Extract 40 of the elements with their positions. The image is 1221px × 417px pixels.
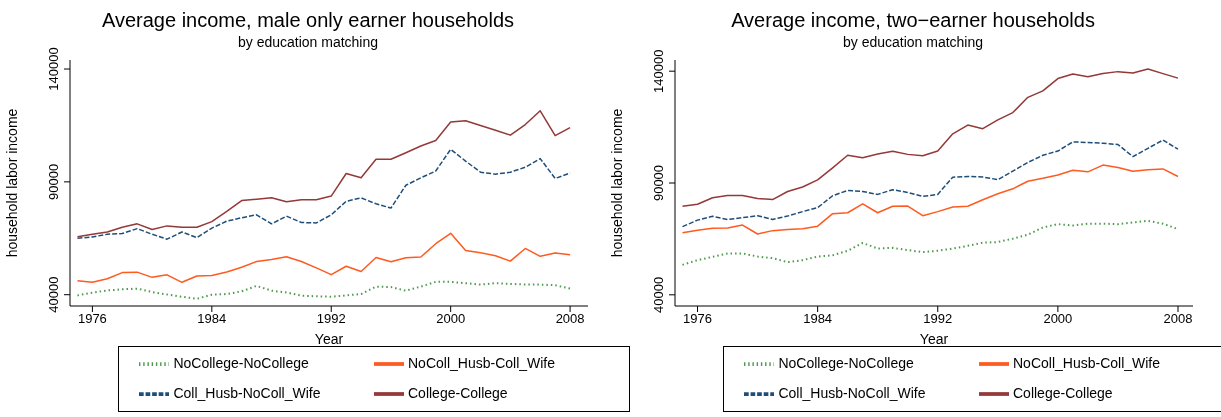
y-tick-label: 140000 [651, 49, 666, 93]
x-tick-label: 1992 [923, 311, 953, 327]
y-axis-title: household labor income [3, 108, 20, 258]
y-tick-label: 90000 [651, 164, 666, 202]
y-tick-label: 90000 [46, 163, 61, 200]
legend-label: Coll_Husb-NoColl_Wife [173, 384, 321, 401]
x-axis-title: Year [314, 331, 344, 347]
x-tick-label: 1984 [803, 311, 833, 327]
legend-label: NoCollege-NoCollege [778, 354, 914, 371]
x-tick-label: 1976 [77, 311, 107, 327]
x-tick-label: 1992 [316, 311, 346, 327]
y-axis-title: household labor income [608, 108, 625, 258]
line-series [76, 280, 572, 300]
x-axis-title: Year [919, 331, 949, 347]
y-tick-label: 40000 [46, 276, 61, 313]
legend-label: NoColl_Husb-Coll_Wife [408, 354, 556, 371]
line-series [76, 110, 571, 238]
chart-title: Average income, two−earner households [730, 8, 1096, 32]
x-tick-label: 2008 [555, 311, 585, 327]
y-tick-label: 140000 [46, 47, 61, 91]
line-series [681, 164, 1179, 235]
line-series [681, 139, 1179, 228]
chart-subtitle: by education matching [842, 34, 984, 50]
legend-label: College-College [1013, 384, 1113, 401]
legend-label: College-College [408, 384, 508, 401]
chart-subtitle: by education matching [237, 34, 379, 50]
legend-label: NoColl_Husb-Coll_Wife [1013, 354, 1161, 371]
x-tick-label: 1984 [197, 311, 227, 327]
x-tick-label: 2000 [1043, 311, 1073, 327]
legend-label: Coll_Husb-NoColl_Wife [778, 384, 926, 401]
line-series [76, 232, 571, 284]
x-tick-label: 1976 [683, 311, 712, 327]
x-tick-label: 2008 [1163, 311, 1193, 327]
x-tick-label: 2000 [436, 311, 466, 327]
chart-title: Average income, male only earner households [100, 8, 516, 32]
line-series [76, 148, 571, 240]
y-tick-label: 40000 [651, 276, 666, 313]
line-series [681, 68, 1179, 208]
line-series [681, 219, 1179, 266]
legend-label: NoCollege-NoCollege [173, 354, 309, 371]
